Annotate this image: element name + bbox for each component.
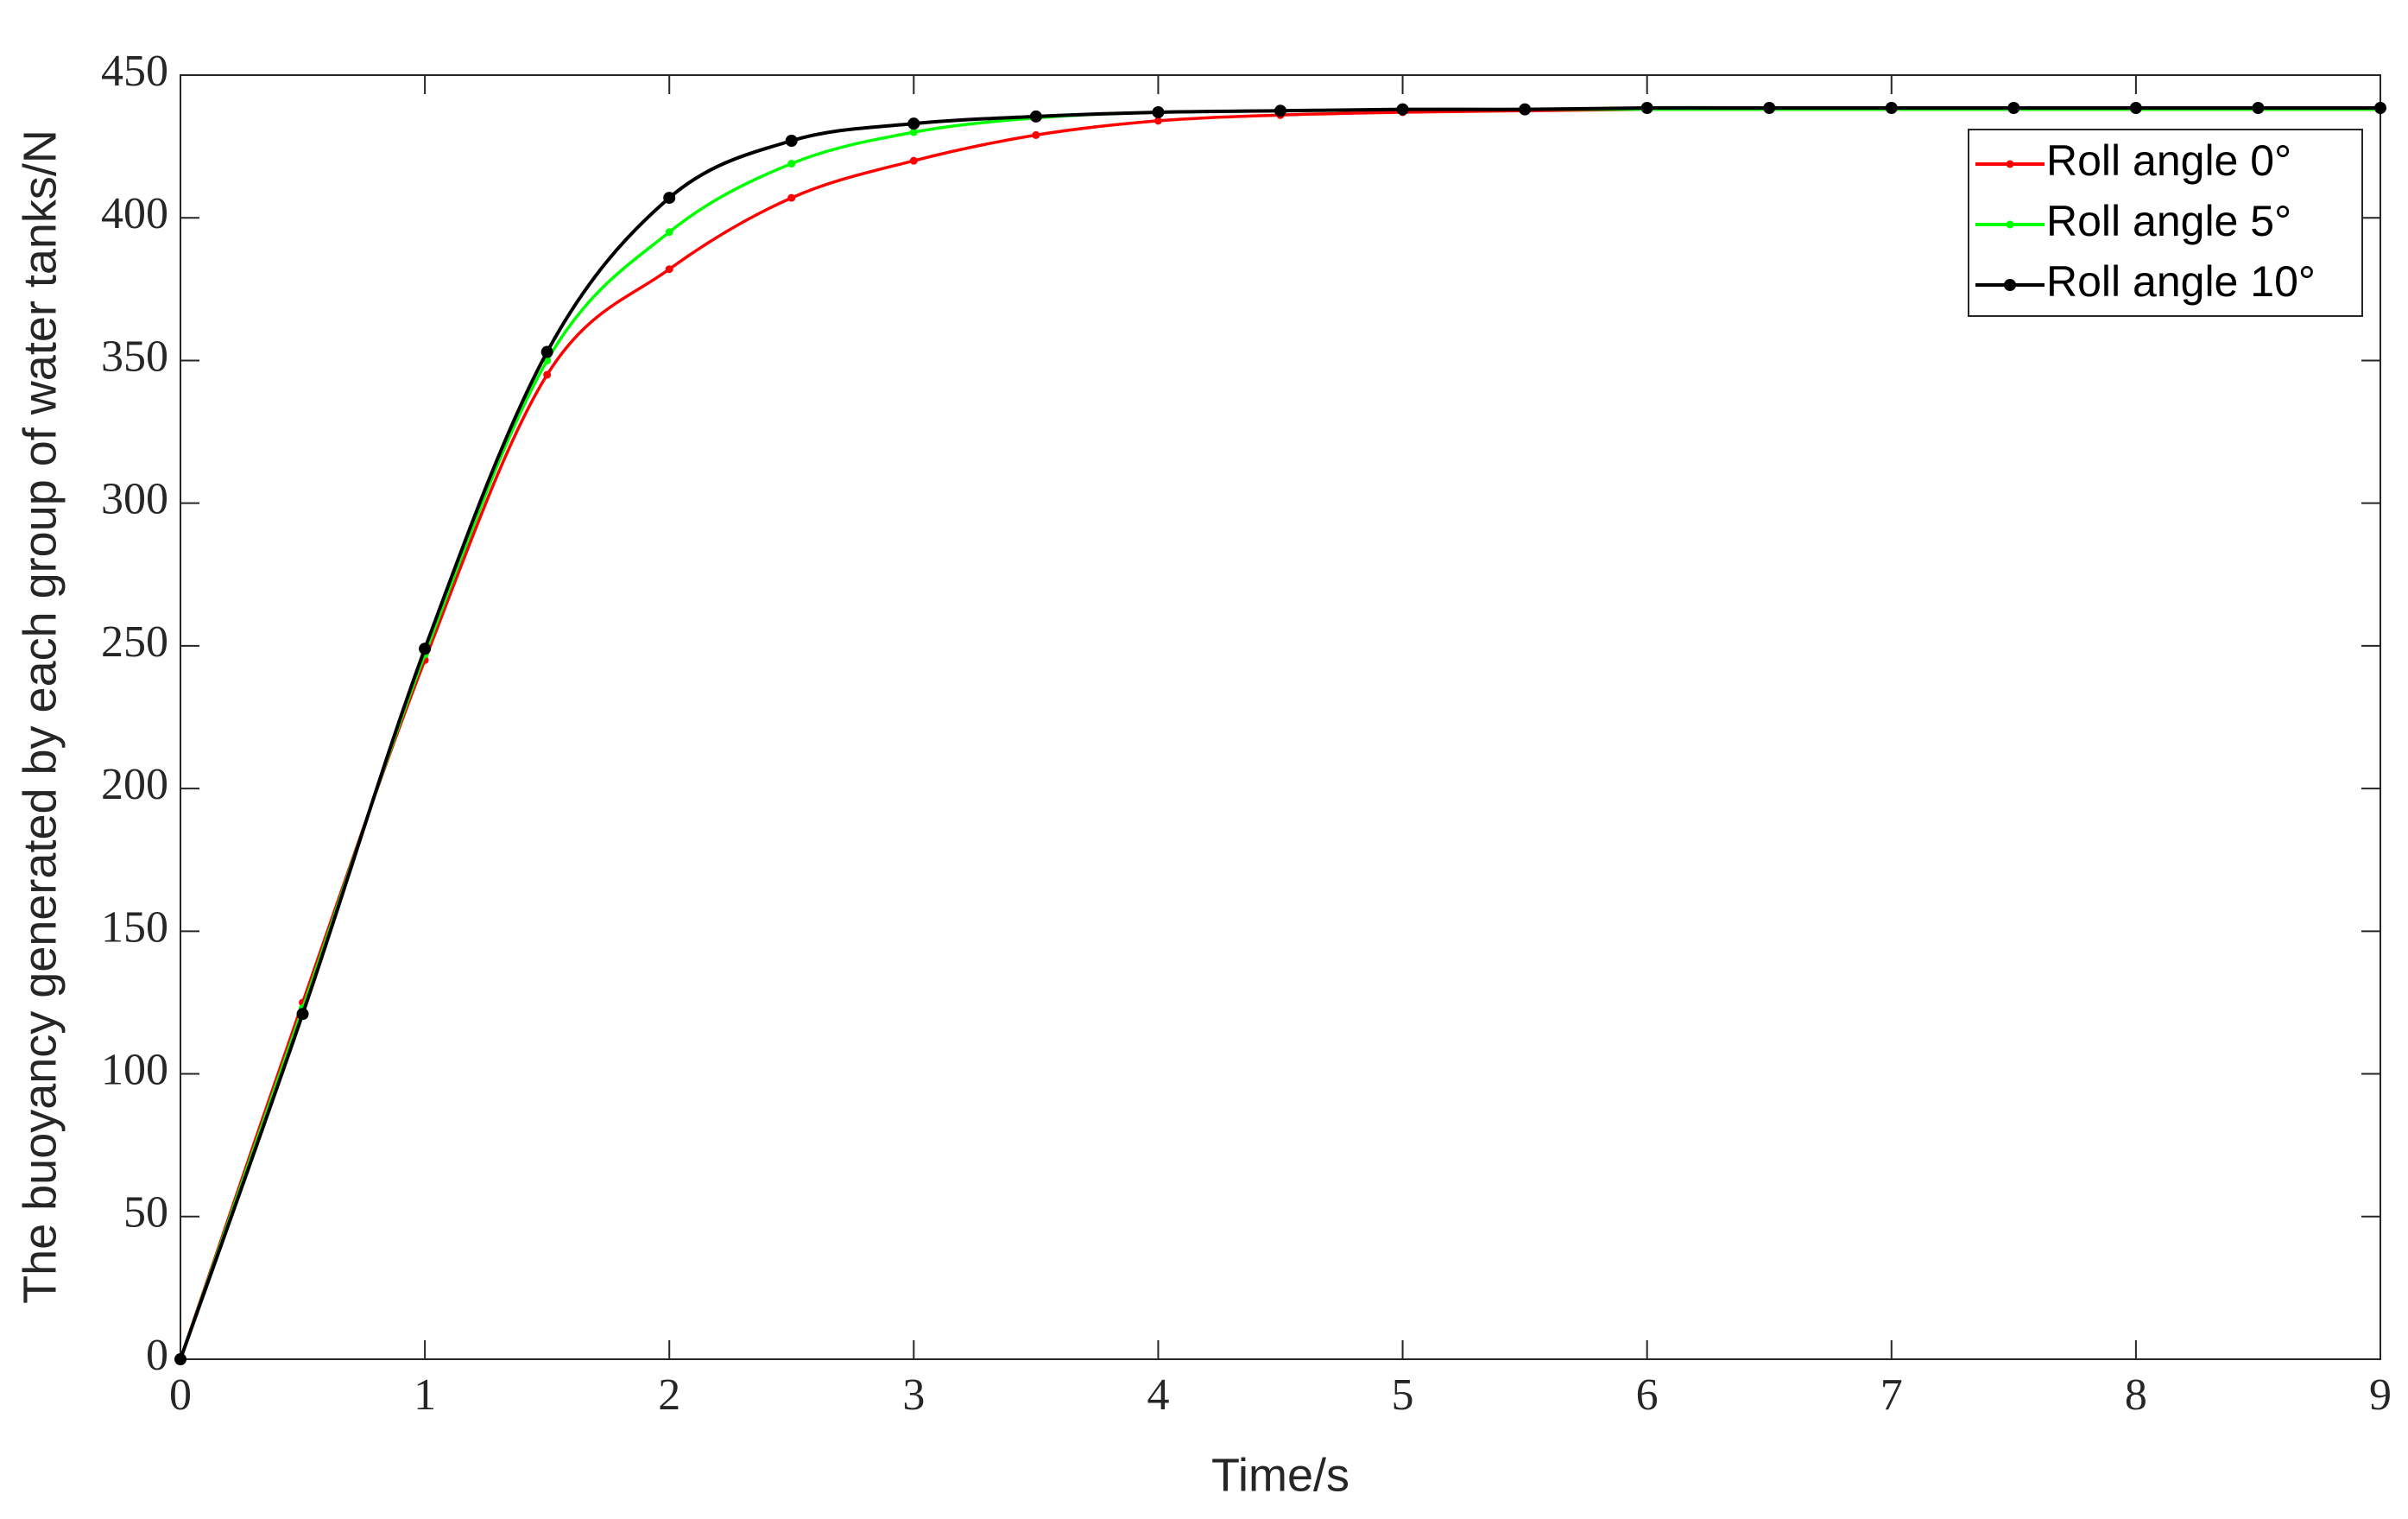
plot-frame: [180, 74, 2381, 1360]
point-marker: [296, 1008, 309, 1021]
point-marker: [1029, 110, 1042, 123]
y-tick-label: 50: [123, 1188, 168, 1237]
y-axis-label: The buoyancy generated by each group of …: [14, 130, 66, 1304]
point-marker: [2007, 102, 2020, 115]
x-tick-label: 4: [1147, 1370, 1169, 1420]
point-marker: [1885, 102, 1898, 115]
point-marker: [787, 159, 796, 168]
x-tick-label: 9: [2369, 1370, 2392, 1420]
point-marker: [1396, 103, 1409, 116]
point-marker: [909, 156, 918, 165]
point-marker: [174, 1353, 186, 1365]
legend-marker: [2006, 220, 2014, 229]
y-tick-label: 150: [101, 902, 168, 952]
legend-marker: [2006, 160, 2014, 168]
x-tick-label: 6: [1636, 1370, 1659, 1420]
legend-label: Roll angle 10°: [2046, 257, 2316, 306]
point-marker: [909, 128, 918, 136]
legend-marker: [2004, 279, 2016, 291]
y-tick-label: 350: [101, 332, 168, 381]
y-tick-label: 300: [101, 475, 168, 524]
point-marker: [1519, 103, 1532, 116]
point-marker: [787, 193, 796, 202]
point-marker: [907, 117, 920, 130]
x-tick-label: 8: [2125, 1370, 2147, 1420]
y-tick-label: 100: [101, 1045, 168, 1094]
x-axis-label: Time/s: [1211, 1449, 1349, 1501]
point-marker: [785, 135, 798, 148]
point-marker: [2252, 102, 2265, 115]
y-tick-label: 400: [101, 189, 168, 238]
point-marker: [1274, 104, 1286, 117]
point-marker: [1153, 117, 1162, 125]
x-tick-label: 5: [1392, 1370, 1414, 1420]
y-tick-label: 250: [101, 617, 168, 667]
point-marker: [540, 345, 553, 358]
point-marker: [1763, 102, 1776, 115]
point-marker: [2374, 102, 2386, 115]
y-tick-label: 450: [101, 47, 168, 96]
point-marker: [665, 265, 673, 274]
point-marker: [1032, 130, 1040, 139]
point-marker: [543, 370, 552, 379]
point-marker: [665, 228, 673, 237]
x-tick-label: 7: [1880, 1370, 1903, 1420]
point-marker: [663, 192, 676, 205]
point-marker: [2129, 102, 2142, 115]
legend-label: Roll angle 5°: [2046, 197, 2291, 245]
point-marker: [1640, 102, 1653, 115]
point-marker: [419, 642, 432, 655]
point-marker: [1152, 105, 1165, 118]
x-tick-label: 2: [658, 1370, 680, 1420]
x-tick-label: 0: [169, 1370, 192, 1420]
y-tick-label: 200: [101, 760, 168, 809]
x-tick-label: 1: [414, 1370, 436, 1420]
x-tick-label: 3: [902, 1370, 925, 1420]
legend-label: Roll angle 0°: [2046, 136, 2291, 185]
y-tick-label: 0: [146, 1331, 168, 1380]
